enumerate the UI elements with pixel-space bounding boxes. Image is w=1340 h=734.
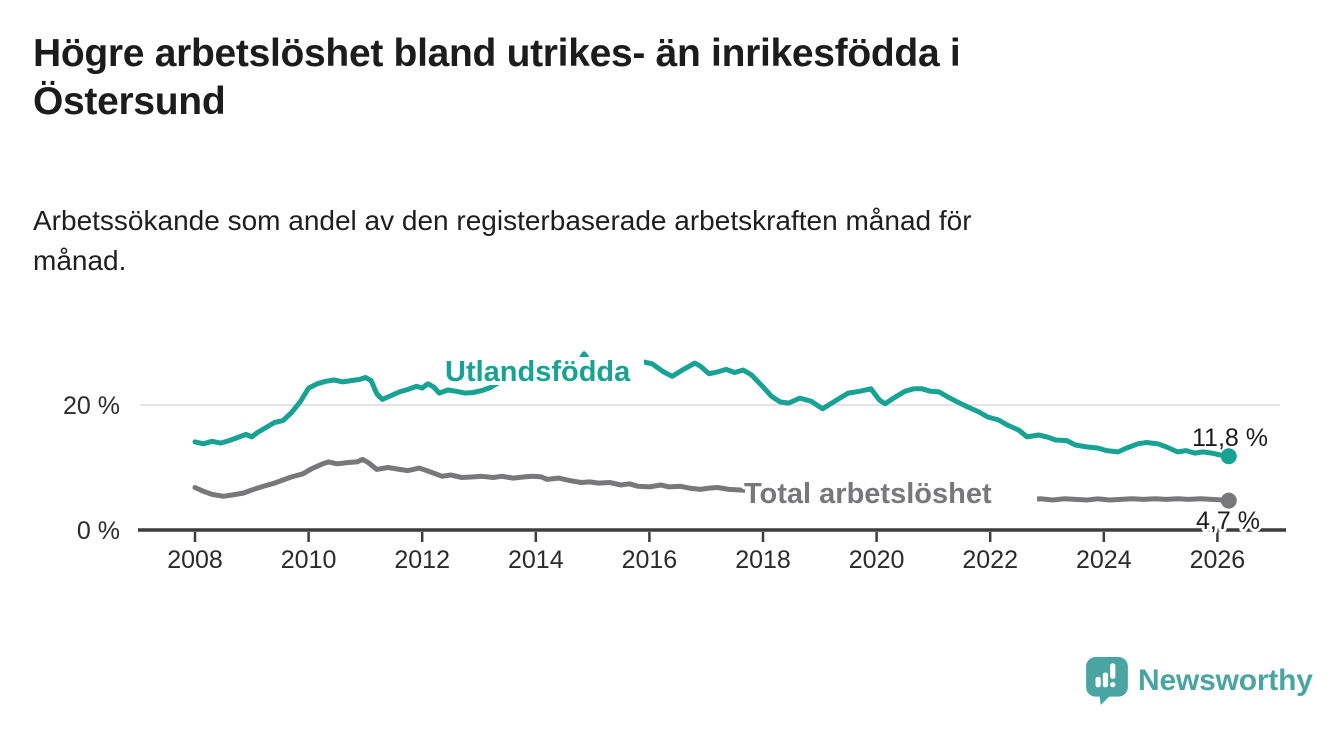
exclamation-bar — [1110, 663, 1116, 679]
x-tick-label-2014: 2014 — [508, 546, 564, 574]
x-tick-label-2022: 2022 — [962, 546, 1018, 574]
x-tick-label-2026: 2026 — [1190, 546, 1246, 574]
series-label-1: Total arbetslöshet — [744, 478, 992, 510]
series-line-0 — [192, 351, 1232, 459]
series-label-mask-0 — [446, 357, 644, 385]
x-tick-label-2012: 2012 — [394, 546, 450, 574]
series-end-dot-1 — [1220, 492, 1237, 509]
chart-subtitle-line2: månad. — [33, 245, 127, 277]
chart-title-line1: Högre arbetslöshet bland utrikes- än inr… — [33, 32, 961, 75]
chart-subtitle: Arbetssökande som andel av den registerb… — [33, 201, 1273, 281]
x-tick-label-2016: 2016 — [622, 546, 678, 574]
chart-title: Högre arbetslöshet bland utrikes- än inr… — [33, 30, 1273, 125]
x-tick-label-2024: 2024 — [1076, 546, 1132, 574]
x-tick-label-2020: 2020 — [849, 546, 905, 574]
newsworthy-logo-text: Newsworthy — [1138, 664, 1313, 697]
x-tick-label-2010: 2010 — [281, 546, 337, 574]
series-line-1 — [192, 456, 1232, 504]
y-tick-label-0: 0 % — [77, 517, 120, 545]
x-tick-label-2018: 2018 — [735, 546, 791, 574]
y-tick-label-20: 20 % — [63, 392, 120, 420]
line-chart: 20 % 0 % 2008 2010 2012 2014 2016 2018 2020 2022 2… — [0, 330, 1340, 630]
exclamation-dot — [1110, 682, 1116, 688]
x-tick-label-2008: 2008 — [167, 546, 223, 574]
newsworthy-speech-bubble-barchart-icon — [1086, 657, 1128, 705]
bar-medium — [1102, 672, 1109, 688]
series-label-mask-1 — [745, 482, 1037, 509]
series-label-0: Utlandsfödda — [445, 356, 631, 388]
bar-small — [1095, 676, 1101, 688]
line-chart-svg: 20 % 0 % 2008 2010 2012 2014 2016 2018 2020 2022 2… — [63, 351, 1286, 574]
chart-title-line2: Östersund — [33, 79, 226, 123]
newsworthy-logo: Newsworthy — [1086, 656, 1313, 706]
end-value-label-0: 11,8 % — [1192, 424, 1268, 452]
chart-subtitle-line1: Arbetssökande som andel av den registerb… — [33, 205, 972, 236]
end-value-label-1: 4,7 % — [1196, 507, 1260, 535]
series-end-dot-0 — [1220, 448, 1237, 465]
